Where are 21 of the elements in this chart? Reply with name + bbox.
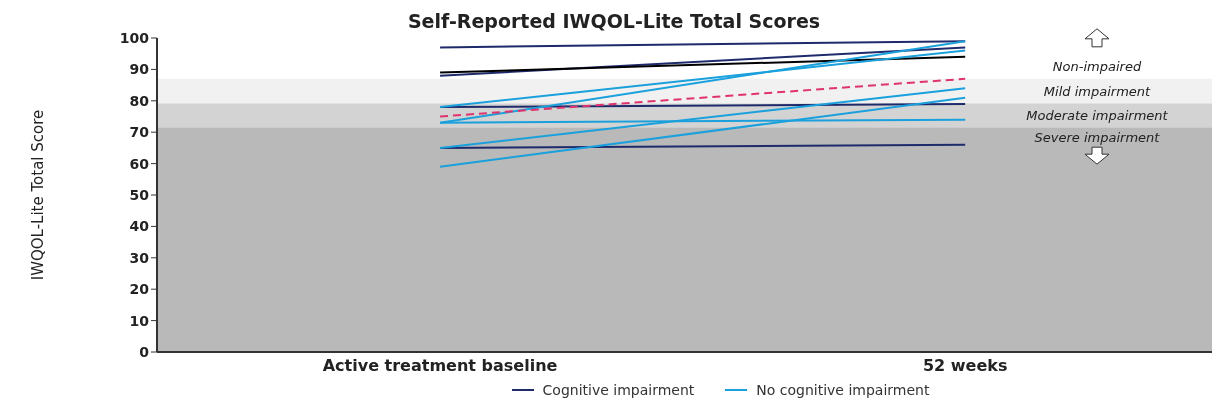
y-tick-label: 40 [129, 218, 150, 235]
y-tick-label: 10 [129, 312, 150, 329]
y-tick-label: 70 [129, 124, 150, 141]
band-label: Mild impairment [1043, 84, 1152, 100]
y-tick-label: 20 [129, 281, 150, 298]
y-tick-label: 50 [129, 186, 150, 203]
y-tick-label: 60 [129, 155, 150, 172]
y-tick-label: 30 [129, 249, 150, 266]
chart-title: Self-Reported IWQOL-Lite Total Scores [407, 10, 821, 32]
legend-label: No cognitive impairment [755, 382, 930, 398]
x-tick-label: 52 weeks [922, 356, 1008, 376]
y-tick-label: 80 [129, 92, 150, 109]
annotation: Non-impaired [1052, 58, 1142, 74]
y-tick-label: 90 [129, 61, 150, 78]
y-axis-title: IWQOL-Lite Total Score [29, 109, 48, 281]
band-label: Severe impairment [1034, 130, 1161, 146]
y-tick-label: 100 [119, 29, 150, 46]
band-label: Moderate impairment [1026, 108, 1169, 124]
legend-label: Cognitive impairment [541, 382, 695, 398]
y-tick-label: 0 [139, 343, 150, 360]
x-tick-label: Active treatment baseline [322, 356, 558, 376]
